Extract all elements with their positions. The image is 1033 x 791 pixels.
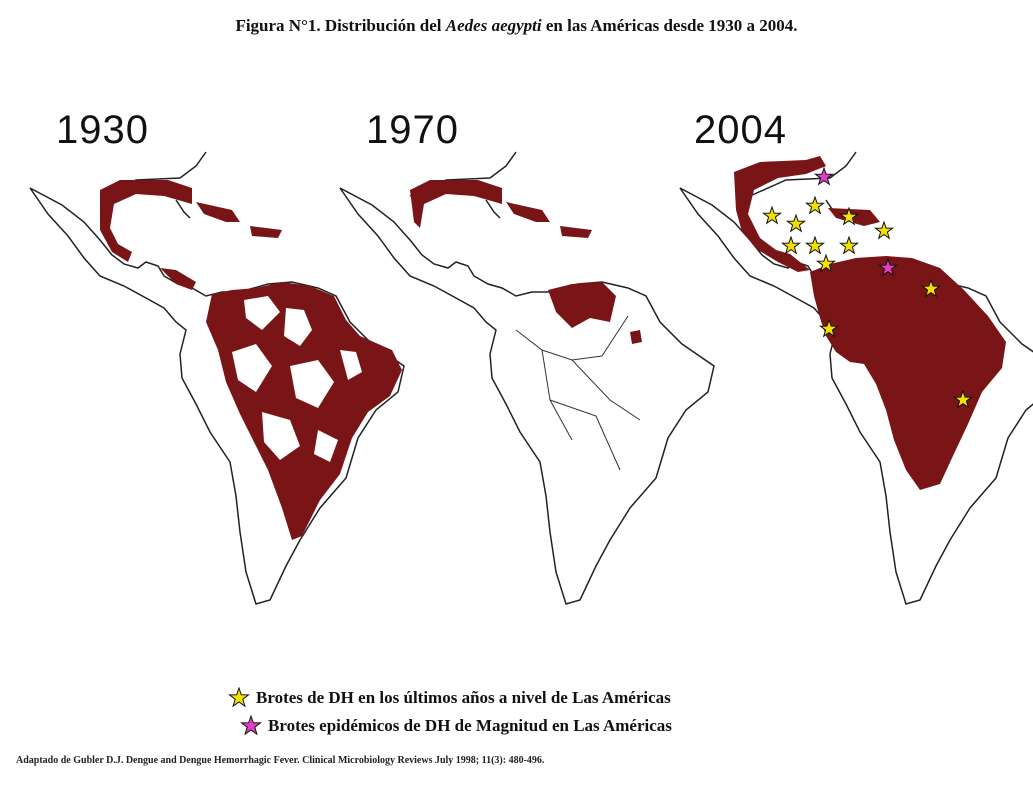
title-species: Aedes aegypti (445, 16, 542, 35)
legend-label-epidemic-outbreaks: Brotes epidémicos de DH de Magnitud en L… (268, 716, 672, 735)
star-outbreak-dh (920, 278, 942, 298)
title-prefix: Figura N°1. Distribución del (235, 16, 446, 35)
uninfested-patches-1930 (232, 296, 362, 462)
map-1930 (29, 151, 405, 605)
americas-outline-1970 (339, 151, 715, 605)
legend-item-dh-outbreaks: Brotes de DH en los últimos años a nivel… (228, 687, 671, 709)
star-outbreak-dh (838, 206, 860, 226)
star-outbreak-dh (780, 235, 802, 255)
star-icon (240, 715, 262, 736)
star-outbreak-dh (813, 166, 835, 186)
star-outbreak-dh (761, 205, 783, 225)
legend-label-dh-outbreaks: Brotes de DH en los últimos años a nivel… (256, 688, 671, 707)
star-icon (228, 687, 250, 708)
map-1970 (339, 151, 715, 605)
infested-area-1970 (410, 180, 642, 344)
star-outbreak-dh (785, 213, 807, 233)
star-outbreak-dh (804, 195, 826, 215)
outbreak-stars-2004 (761, 166, 974, 409)
source-citation: Adaptado de Gubler D.J. Dengue and Dengu… (16, 755, 545, 766)
star-outbreak-dh (873, 220, 895, 240)
title-suffix: en las Américas desde 1930 a 2004. (541, 16, 798, 35)
star-outbreak-dh (818, 318, 840, 338)
year-label-2004: 2004 (694, 108, 787, 152)
figure-title: Figura N°1. Distribución del Aedes aegyp… (0, 16, 1033, 36)
map-2004 (679, 151, 1033, 605)
star-outbreak-dh (952, 389, 974, 409)
star-outbreak-dh (804, 235, 826, 255)
star-outbreak-dh (838, 235, 860, 255)
year-label-1930: 1930 (56, 108, 149, 152)
star-outbreak-dh (815, 253, 837, 273)
star-outbreak-dh (877, 257, 899, 277)
year-label-1970: 1970 (366, 108, 459, 152)
legend-item-epidemic-outbreaks: Brotes epidémicos de DH de Magnitud en L… (240, 715, 672, 737)
